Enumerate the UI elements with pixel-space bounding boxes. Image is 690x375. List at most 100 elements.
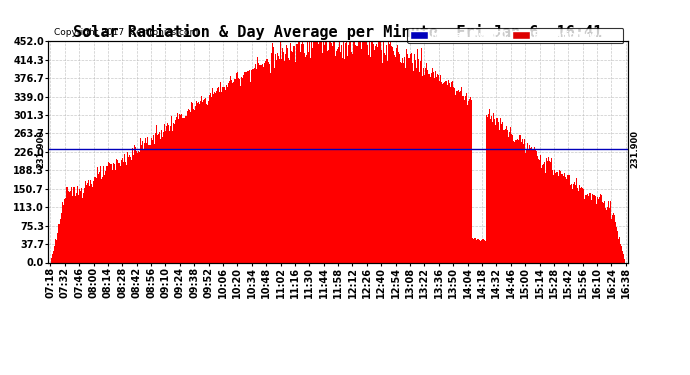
Bar [112,163,114,262]
Bar [55,238,56,262]
Bar [206,104,207,262]
Bar [102,177,103,262]
Bar [515,140,516,262]
Bar [209,95,210,262]
Bar [278,56,279,262]
Bar [196,100,197,262]
Bar [516,140,518,262]
Bar [309,41,310,262]
Bar [158,134,159,262]
Bar [570,185,571,262]
Bar [609,208,610,262]
Bar [473,238,474,262]
Bar [124,154,125,262]
Text: 231.900: 231.900 [37,130,46,168]
Bar [436,77,437,262]
Bar [600,194,601,262]
Bar [553,174,555,262]
Bar [276,60,277,262]
Bar [423,68,424,262]
Bar [359,41,360,262]
Bar [615,222,616,262]
Bar [131,160,132,262]
Bar [320,41,321,262]
Bar [123,162,124,262]
Bar [381,50,382,262]
Bar [190,102,192,262]
Bar [128,157,129,262]
Bar [589,193,591,262]
Bar [507,130,508,262]
Bar [413,54,415,262]
Bar [115,170,116,262]
Bar [326,41,327,262]
Bar [624,259,625,262]
Bar [204,99,205,262]
Bar [584,200,585,262]
Bar [318,44,319,262]
Bar [545,172,546,262]
Bar [385,55,386,262]
Bar [400,62,402,262]
Bar [250,82,251,262]
Bar [493,113,494,262]
Bar [104,175,106,262]
Bar [424,75,425,262]
Bar [619,237,620,262]
Bar [435,72,436,262]
Bar [562,176,564,262]
Bar [534,147,535,262]
Bar [284,61,285,262]
Bar [417,59,419,262]
Bar [471,99,472,262]
Bar [72,196,73,262]
Bar [486,117,488,262]
Bar [286,45,287,262]
Bar [280,42,281,262]
Bar [551,158,553,262]
Bar [363,41,364,262]
Bar [621,246,622,262]
Bar [268,64,270,262]
Bar [546,158,547,262]
Bar [171,116,172,262]
Bar [302,41,303,262]
Bar [97,167,98,262]
Bar [442,84,444,262]
Bar [262,64,263,262]
Bar [148,145,150,262]
Bar [476,240,477,262]
Bar [456,90,457,262]
Bar [61,213,62,262]
Bar [60,219,61,262]
Bar [341,45,342,262]
Bar [305,57,306,262]
Bar [289,60,290,262]
Bar [319,42,320,262]
Bar [603,203,604,262]
Bar [316,41,317,262]
Bar [91,184,92,262]
Bar [95,177,96,262]
Bar [339,52,341,262]
Bar [129,155,130,262]
Bar [555,174,556,262]
Bar [394,55,395,262]
Bar [167,123,168,262]
Bar [404,57,406,262]
Bar [623,255,624,262]
Bar [192,103,193,262]
Bar [450,87,451,262]
Bar [200,101,201,262]
Bar [337,47,339,262]
Bar [419,72,420,262]
Bar [235,79,236,262]
Bar [120,166,121,262]
Bar [174,124,175,262]
Bar [467,105,468,262]
Bar [92,187,93,262]
Bar [492,122,493,262]
Bar [307,41,308,262]
Bar [213,94,215,262]
Bar [304,53,305,262]
